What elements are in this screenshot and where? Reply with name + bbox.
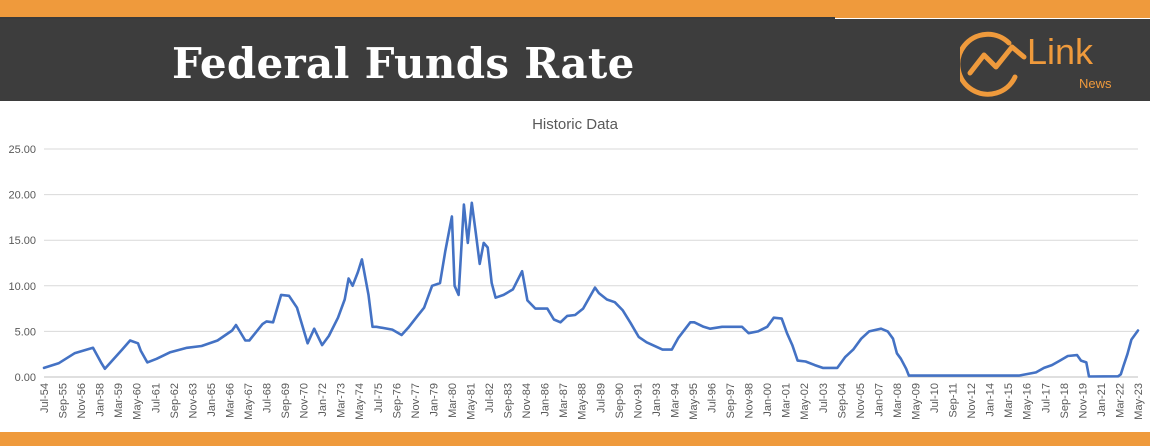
x-tick-label: Mar-01 (781, 383, 793, 418)
y-tick-label: 25.00 (8, 144, 36, 156)
x-tick-label: Nov-77 (410, 383, 422, 418)
x-tick-label: Mar-22 (1114, 383, 1126, 418)
x-tick-label: May-81 (465, 383, 477, 420)
x-tick-label: Mar-66 (224, 383, 236, 418)
header-banner: Federal Funds Rate Link News (0, 19, 1150, 101)
x-tick-label: Jan-14 (985, 383, 997, 417)
x-tick-label: Jan-07 (873, 383, 885, 417)
top-divider-line (0, 17, 835, 19)
x-tick-label: Nov-56 (76, 383, 88, 418)
x-tick-label: Sep-55 (58, 383, 70, 418)
x-tick-label: Nov-63 (187, 383, 199, 418)
x-tick-label: May-95 (688, 383, 700, 420)
x-tick-label: Nov-19 (1077, 383, 1089, 418)
x-tick-label: Sep-83 (503, 383, 515, 418)
x-tick-label: Jan-65 (206, 383, 218, 417)
x-tick-label: Sep-11 (948, 383, 960, 418)
x-tick-label: Jan-72 (317, 383, 329, 417)
x-tick-label: May-67 (243, 383, 255, 420)
x-tick-label: Jul-68 (262, 383, 274, 413)
logo-text: Link (1027, 31, 1094, 72)
x-tick-label: Jul-82 (484, 383, 496, 413)
line-chart: 0.00 5.00 10.00 15.00 20.00 25.00 Jul-54 Sep-5… (8, 144, 1145, 420)
x-tick-label: Jan-21 (1096, 383, 1108, 417)
bottom-accent-bar (0, 432, 1150, 446)
x-tick-label: Nov-70 (299, 383, 311, 418)
x-tick-label: Jul-54 (39, 383, 51, 413)
x-tick-label: Jan-79 (428, 383, 440, 417)
x-tick-label: Sep-62 (169, 383, 181, 418)
x-tick-label: Jul-75 (373, 383, 385, 413)
x-tick-label: Sep-90 (614, 383, 626, 418)
x-tick-label: Jul-10 (929, 383, 941, 413)
x-tick-label: Jul-03 (818, 383, 830, 413)
x-tick-label: Mar-08 (892, 383, 904, 418)
x-tick-label: Jul-89 (595, 383, 607, 413)
chart-title: Historic Data (532, 116, 618, 133)
y-tick-label: 0.00 (15, 372, 36, 384)
x-tick-label: May-09 (910, 383, 922, 420)
x-tick-label: May-60 (132, 383, 144, 420)
x-tick-label: Mar-80 (447, 383, 459, 418)
y-tick-label: 15.00 (8, 235, 36, 247)
x-tick-label: Jan-00 (762, 383, 774, 417)
link-news-logo: Link News (960, 21, 1140, 101)
x-tick-label: Mar-94 (669, 383, 681, 418)
x-tick-label: Jan-93 (651, 383, 663, 417)
x-tick-label: Nov-98 (744, 383, 756, 418)
x-tick-label: Jan-58 (95, 383, 107, 417)
x-tick-label: Mar-59 (113, 383, 125, 418)
logo-subtext: News (1079, 76, 1112, 91)
chart-up-logo-icon (960, 31, 1027, 97)
x-tick-label: May-23 (1133, 383, 1145, 420)
x-tick-label: May-88 (577, 383, 589, 420)
x-tick-label: Jan-86 (540, 383, 552, 417)
x-tick-label: Mar-15 (1003, 383, 1015, 418)
x-tick-label: Sep-76 (391, 383, 403, 418)
y-tick-label: 5.00 (15, 326, 36, 338)
x-tick-label: May-74 (354, 383, 366, 420)
x-tick-label: Nov-84 (521, 383, 533, 418)
x-tick-label: Jul-17 (1040, 383, 1052, 413)
x-tick-label: Sep-04 (836, 383, 848, 418)
x-tick-label: Nov-91 (632, 383, 644, 418)
x-tick-label: Jul-61 (150, 383, 162, 413)
x-tick-label: Mar-87 (558, 383, 570, 418)
page-title: Federal Funds Rate (172, 39, 635, 88)
x-tick-label: Nov-12 (966, 383, 978, 418)
y-tick-label: 10.00 (8, 281, 36, 293)
x-tick-label: May-16 (1022, 383, 1034, 420)
rate-series-line (42, 201, 1140, 378)
y-tick-label: 20.00 (8, 190, 36, 202)
x-tick-label: May-02 (799, 383, 811, 420)
x-tick-label: Sep-18 (1059, 383, 1071, 418)
x-tick-label: Sep-69 (280, 383, 292, 418)
x-tick-label: Nov-05 (855, 383, 867, 418)
x-tick-label: Mar-73 (336, 383, 348, 418)
x-tick-label: Sep-97 (725, 383, 737, 418)
top-accent-bar (0, 0, 1150, 18)
x-tick-label: Jul-96 (707, 383, 719, 413)
